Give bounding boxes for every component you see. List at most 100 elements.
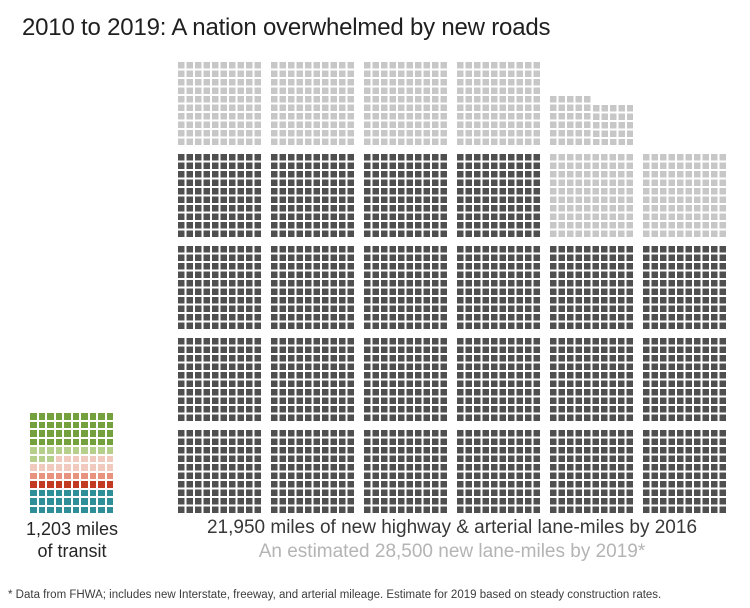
transit-square bbox=[106, 498, 113, 505]
transit-square bbox=[47, 506, 54, 513]
road-waffle-column bbox=[364, 62, 447, 513]
road-projected-label: An estimated 28,500 new lane-miles by 20… bbox=[258, 541, 646, 562]
transit-square bbox=[89, 455, 96, 462]
transit-square bbox=[106, 438, 113, 445]
road-label: 21,950 miles of new highway & arterial l… bbox=[178, 516, 726, 564]
waffle-block bbox=[592, 104, 633, 145]
waffle-block bbox=[364, 246, 447, 329]
transit-square bbox=[89, 421, 96, 428]
transit-square bbox=[81, 413, 88, 420]
transit-square bbox=[55, 472, 62, 479]
transit-square bbox=[64, 413, 71, 420]
transit-square bbox=[30, 464, 37, 471]
transit-square bbox=[64, 506, 71, 513]
waffle-block bbox=[364, 62, 447, 145]
road-waffle-column bbox=[178, 62, 261, 513]
waffle-block bbox=[643, 430, 726, 513]
transit-square bbox=[89, 413, 96, 420]
transit-square bbox=[106, 472, 113, 479]
transit-square bbox=[30, 481, 37, 488]
transit-square bbox=[38, 447, 45, 454]
transit-square bbox=[106, 506, 113, 513]
transit-square bbox=[55, 481, 62, 488]
transit-square bbox=[89, 464, 96, 471]
road-waffle-partial-row bbox=[550, 96, 633, 145]
transit-miles-label: 1,203 miles bbox=[25, 519, 119, 539]
transit-square bbox=[98, 472, 105, 479]
road-waffle-column bbox=[271, 62, 354, 513]
transit-square bbox=[72, 464, 79, 471]
transit-square bbox=[72, 506, 79, 513]
chart-title: 2010 to 2019: A nation overwhelmed by ne… bbox=[22, 14, 551, 41]
transit-square bbox=[55, 413, 62, 420]
waffle-block bbox=[457, 338, 540, 421]
waffle-block bbox=[550, 430, 633, 513]
road-waffle-column bbox=[550, 96, 633, 513]
waffle-block bbox=[271, 338, 354, 421]
transit-square bbox=[38, 413, 45, 420]
transit-square bbox=[81, 438, 88, 445]
transit-square bbox=[64, 447, 71, 454]
transit-square bbox=[64, 455, 71, 462]
transit-square bbox=[98, 489, 105, 496]
transit-square bbox=[72, 430, 79, 437]
transit-square bbox=[81, 472, 88, 479]
transit-square bbox=[72, 455, 79, 462]
waffle-block bbox=[457, 62, 540, 145]
waffle-block bbox=[178, 430, 261, 513]
transit-square bbox=[98, 498, 105, 505]
transit-square bbox=[55, 506, 62, 513]
transit-square bbox=[98, 455, 105, 462]
transit-square bbox=[47, 447, 54, 454]
waffle-block bbox=[271, 430, 354, 513]
transit-square bbox=[47, 498, 54, 505]
transit-square bbox=[106, 464, 113, 471]
transit-waffle-chart bbox=[30, 413, 113, 513]
transit-square bbox=[106, 430, 113, 437]
transit-square bbox=[106, 447, 113, 454]
transit-square bbox=[64, 481, 71, 488]
transit-square bbox=[72, 472, 79, 479]
transit-square bbox=[72, 421, 79, 428]
transit-square bbox=[72, 489, 79, 496]
waffle-block bbox=[178, 246, 261, 329]
transit-square bbox=[47, 438, 54, 445]
transit-square bbox=[38, 498, 45, 505]
transit-square bbox=[72, 413, 79, 420]
transit-square bbox=[98, 464, 105, 471]
transit-square bbox=[106, 455, 113, 462]
transit-square bbox=[55, 447, 62, 454]
transit-square bbox=[106, 481, 113, 488]
transit-square bbox=[89, 498, 96, 505]
transit-square bbox=[38, 489, 45, 496]
transit-square bbox=[38, 455, 45, 462]
transit-square bbox=[81, 489, 88, 496]
transit-square bbox=[30, 413, 37, 420]
waffle-block bbox=[364, 338, 447, 421]
transit-square bbox=[55, 464, 62, 471]
transit-square bbox=[55, 421, 62, 428]
transit-square bbox=[81, 430, 88, 437]
transit-square bbox=[38, 421, 45, 428]
transit-square bbox=[98, 506, 105, 513]
transit-square bbox=[55, 430, 62, 437]
transit-square bbox=[55, 498, 62, 505]
transit-square bbox=[30, 489, 37, 496]
transit-square bbox=[64, 438, 71, 445]
waffle-block bbox=[178, 154, 261, 237]
transit-square bbox=[30, 421, 37, 428]
waffle-block bbox=[178, 62, 261, 145]
transit-square bbox=[47, 430, 54, 437]
transit-square bbox=[47, 413, 54, 420]
waffle-block bbox=[271, 154, 354, 237]
transit-square bbox=[30, 438, 37, 445]
road-waffle-chart bbox=[178, 62, 726, 513]
waffle-block bbox=[271, 62, 354, 145]
transit-square bbox=[64, 498, 71, 505]
transit-square bbox=[47, 481, 54, 488]
transit-square bbox=[89, 506, 96, 513]
transit-square bbox=[30, 455, 37, 462]
transit-square bbox=[89, 472, 96, 479]
transit-square bbox=[64, 464, 71, 471]
